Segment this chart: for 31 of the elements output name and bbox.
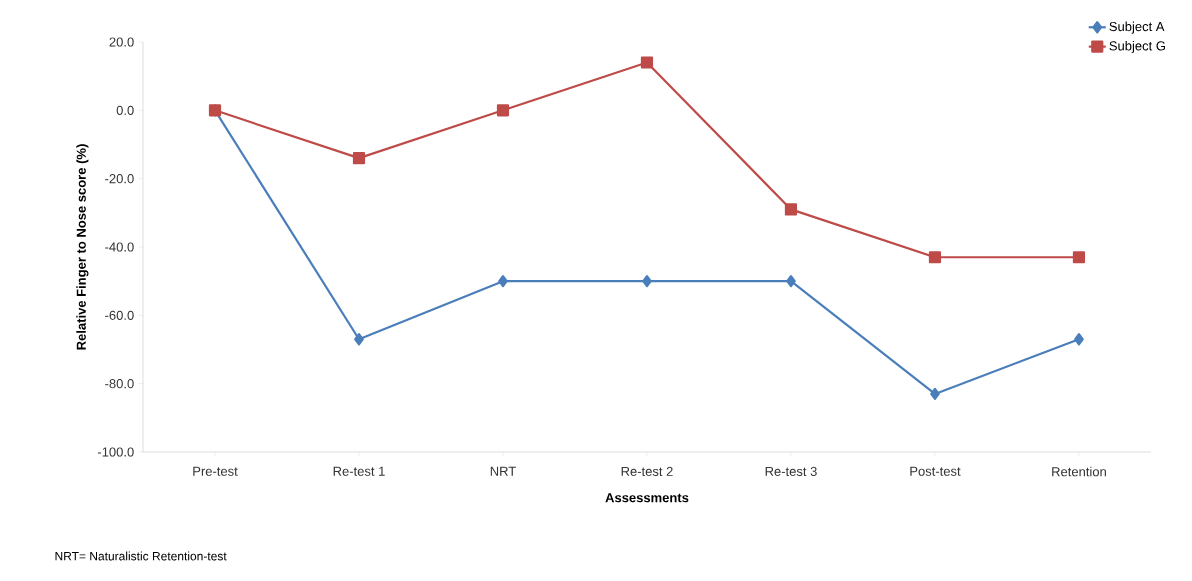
point bbox=[640, 56, 654, 69]
x-tick-label: Re-test 3 bbox=[765, 466, 817, 476]
point bbox=[1074, 333, 1084, 346]
point bbox=[496, 104, 510, 117]
point bbox=[1072, 251, 1086, 264]
x-tick-label: Re-test 1 bbox=[333, 466, 385, 476]
point bbox=[930, 387, 940, 401]
y-tick-label: -100.0 bbox=[97, 447, 134, 457]
text: NRT= Naturalistic Retention-test bbox=[55, 551, 227, 561]
legend-label: Subject A bbox=[1109, 21, 1165, 34]
y-tick-label: 20.0 bbox=[109, 37, 134, 47]
y-tick-label: 0.0 bbox=[116, 105, 134, 115]
y-tick-label: -60.0 bbox=[105, 310, 134, 320]
point bbox=[928, 251, 942, 264]
x-axis-title: Assessments bbox=[605, 493, 689, 503]
y-tick-label: -80.0 bbox=[105, 379, 134, 389]
point bbox=[352, 152, 366, 165]
x-tick-label: Pre-test bbox=[193, 466, 238, 476]
point bbox=[786, 275, 796, 288]
y-tick-label: -20.0 bbox=[105, 174, 134, 184]
x-tick-label: Retention bbox=[1052, 466, 1106, 477]
x-tick-label: NRT bbox=[490, 466, 516, 476]
x-tick-label: Post-test bbox=[910, 466, 961, 476]
y-axis-title: Relative Finger to Nose score (%) bbox=[76, 144, 89, 350]
y-tick-label: -40.0 bbox=[105, 242, 134, 252]
point bbox=[642, 275, 652, 288]
point bbox=[784, 203, 798, 216]
point bbox=[354, 333, 364, 346]
point bbox=[498, 275, 508, 288]
legend-label: Subject G bbox=[1109, 40, 1165, 54]
x-tick-label: Re-test 2 bbox=[621, 466, 673, 476]
